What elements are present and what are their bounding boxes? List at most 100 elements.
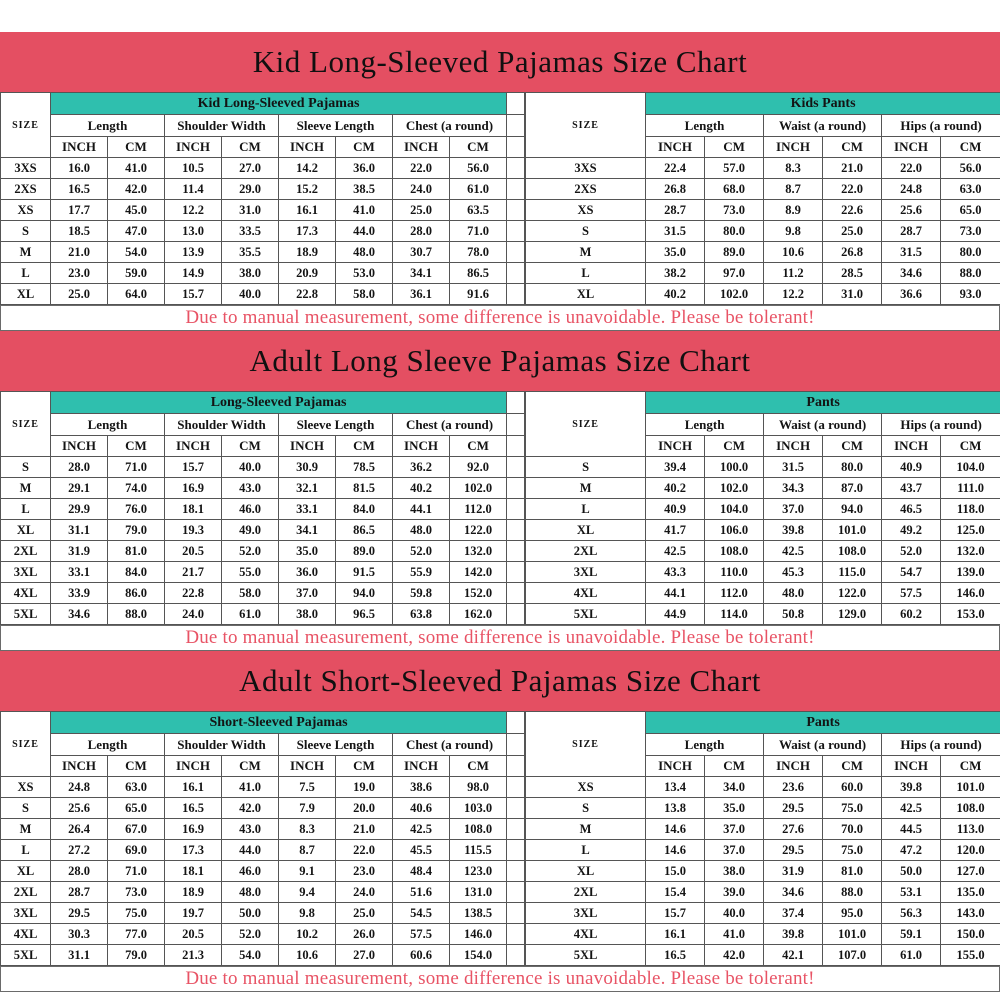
table-row: XL 41.7 106.0 39.8 101.0 49.2 125.0 <box>525 519 1000 541</box>
value-cell: 94.0 <box>822 498 883 520</box>
value-cell: 44.9 <box>645 603 706 625</box>
value-cell: 77.0 <box>107 923 165 945</box>
table-row: 4XL 33.9 86.0 22.8 58.0 37.0 94.0 59.8 152.0 <box>0 582 526 604</box>
value-cell: 115.0 <box>822 561 883 583</box>
size-cell: 2XS <box>525 178 647 200</box>
size-corner-header: SIZE <box>0 711 51 777</box>
table-name-header: Kid Long-Sleeved Pajamas <box>49 92 508 115</box>
value-cell: 38.0 <box>704 860 765 882</box>
value-cell: 21.7 <box>164 561 222 583</box>
size-cell: M <box>525 818 647 840</box>
value-cell: 81.5 <box>335 477 393 499</box>
section-adult-long-sleeve: Adult Long Sleeve Pajamas Size Chart SIZ… <box>0 331 1000 651</box>
value-cell: 59.1 <box>881 923 942 945</box>
pad-cell <box>506 435 526 457</box>
value-cell: 34.1 <box>278 519 336 541</box>
size-cell: M <box>525 477 647 499</box>
value-cell: 28.5 <box>822 262 883 284</box>
value-cell: 7.9 <box>278 797 336 819</box>
value-cell: 98.0 <box>448 776 508 798</box>
value-cell: 46.5 <box>881 498 942 520</box>
size-cell: S <box>0 456 51 478</box>
unit-header: INCH <box>881 435 942 457</box>
pad-cell <box>506 797 526 819</box>
value-cell: 38.6 <box>392 776 450 798</box>
value-cell: 38.5 <box>335 178 393 200</box>
pad-cell <box>506 477 526 499</box>
value-cell: 52.0 <box>221 540 279 562</box>
value-cell: 21.0 <box>822 157 883 179</box>
unit-header: CM <box>107 435 165 457</box>
value-cell: 71.0 <box>107 456 165 478</box>
value-cell: 40.9 <box>645 498 706 520</box>
value-cell: 52.0 <box>392 540 450 562</box>
value-cell: 143.0 <box>940 902 1000 924</box>
table-row: 3XL 29.5 75.0 19.7 50.0 9.8 25.0 54.5 138.5 <box>0 902 526 924</box>
table-name-header: Kids Pants <box>645 92 1000 115</box>
table-row: 3XL 15.7 40.0 37.4 95.0 56.3 143.0 <box>525 902 1000 924</box>
disclaimer-note: Due to manual measurement, some differen… <box>0 966 1000 992</box>
value-cell: 111.0 <box>940 477 1000 499</box>
value-cell: 10.6 <box>763 241 824 263</box>
value-cell: 43.3 <box>645 561 706 583</box>
value-cell: 14.6 <box>645 818 706 840</box>
value-cell: 15.4 <box>645 881 706 903</box>
value-cell: 47.2 <box>881 839 942 861</box>
table-row: S 18.5 47.0 13.0 33.5 17.3 44.0 28.0 71.0 <box>0 220 526 242</box>
value-cell: 18.9 <box>164 881 222 903</box>
value-cell: 61.0 <box>221 603 279 625</box>
unit-header: CM <box>940 435 1000 457</box>
value-cell: 139.0 <box>940 561 1000 583</box>
unit-header: CM <box>940 136 1000 158</box>
measurement-group-header: Length <box>50 733 165 756</box>
size-cell: 2XL <box>0 881 51 903</box>
value-cell: 122.0 <box>822 582 883 604</box>
value-cell: 15.0 <box>645 860 706 882</box>
pad-cell <box>506 839 526 861</box>
value-cell: 154.0 <box>448 944 508 966</box>
value-cell: 102.0 <box>704 283 765 305</box>
size-cell: 2XL <box>525 540 647 562</box>
value-cell: 75.0 <box>822 797 883 819</box>
value-cell: 65.0 <box>940 199 1000 221</box>
table-row: M 40.2 102.0 34.3 87.0 43.7 111.0 <box>525 477 1000 499</box>
value-cell: 20.5 <box>164 923 222 945</box>
size-cell: 4XL <box>0 582 51 604</box>
value-cell: 96.5 <box>335 603 393 625</box>
unit-header: CM <box>107 755 165 777</box>
value-cell: 40.0 <box>221 456 279 478</box>
value-cell: 123.0 <box>448 860 508 882</box>
table-row: 2XS 16.5 42.0 11.4 29.0 15.2 38.5 24.0 61.0 <box>0 178 526 200</box>
value-cell: 26.8 <box>645 178 706 200</box>
value-cell: 80.0 <box>822 456 883 478</box>
value-cell: 19.7 <box>164 902 222 924</box>
value-cell: 79.0 <box>107 944 165 966</box>
unit-header: INCH <box>881 755 942 777</box>
pad-cell <box>506 582 526 604</box>
value-cell: 135.0 <box>940 881 1000 903</box>
value-cell: 45.0 <box>107 199 165 221</box>
pad-cell <box>506 944 526 966</box>
value-cell: 29.5 <box>50 902 108 924</box>
value-cell: 16.5 <box>645 944 706 966</box>
value-cell: 36.2 <box>392 456 450 478</box>
value-cell: 22.8 <box>164 582 222 604</box>
unit-header: INCH <box>50 435 108 457</box>
size-cell: M <box>525 241 647 263</box>
value-cell: 79.0 <box>107 519 165 541</box>
table-row: XL 15.0 38.0 31.9 81.0 50.0 127.0 <box>525 860 1000 882</box>
value-cell: 44.5 <box>881 818 942 840</box>
value-cell: 30.3 <box>50 923 108 945</box>
value-cell: 71.0 <box>448 220 508 242</box>
value-cell: 38.2 <box>645 262 706 284</box>
value-cell: 22.8 <box>278 283 336 305</box>
value-cell: 26.8 <box>822 241 883 263</box>
size-cell: L <box>525 498 647 520</box>
value-cell: 52.0 <box>221 923 279 945</box>
pad-cell <box>506 561 526 583</box>
value-cell: 34.6 <box>763 881 824 903</box>
value-cell: 55.9 <box>392 561 450 583</box>
size-corner-header: SIZE <box>525 711 647 777</box>
value-cell: 55.0 <box>221 561 279 583</box>
value-cell: 16.0 <box>50 157 108 179</box>
